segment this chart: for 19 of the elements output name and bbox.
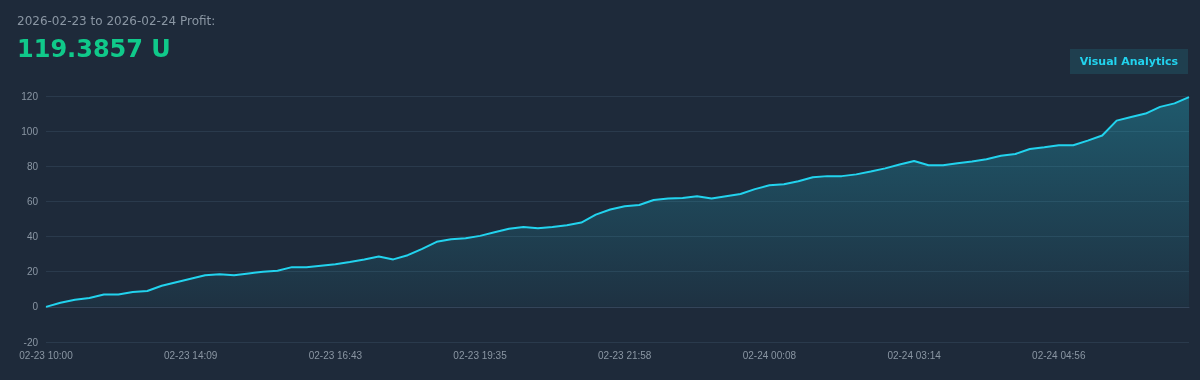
x-tick-label: 02-23 16:43 [308,349,363,361]
chart-subtitle: 119.3857 U [17,35,171,63]
y-tick-label: 40 [26,231,39,243]
y-tick-label: 20 [26,266,39,278]
y-tick-label: 60 [26,195,39,207]
chart-title: 2026-02-23 to 2026-02-24 Profit: [17,14,216,28]
x-tick-label: 02-23 10:00 [19,349,74,361]
x-tick-label: 02-23 19:35 [453,349,508,361]
x-tick-label: 02-23 21:58 [598,349,652,361]
y-tick-label: 100 [21,125,39,137]
x-tick-label: 02-24 00:08 [742,349,797,361]
x-tick-label: 02-24 03:14 [887,349,942,361]
visual-analytics-button[interactable]: Visual Analytics [1069,49,1188,74]
y-tick-label: 120 [21,90,39,102]
x-tick-label: 02-23 14:09 [163,349,218,361]
y-tick-label: 80 [26,160,39,172]
x-tick-label: 02-24 04:56 [1032,349,1086,361]
y-tick-label: 0 [32,301,39,313]
y-tick-label: -20 [23,336,39,348]
